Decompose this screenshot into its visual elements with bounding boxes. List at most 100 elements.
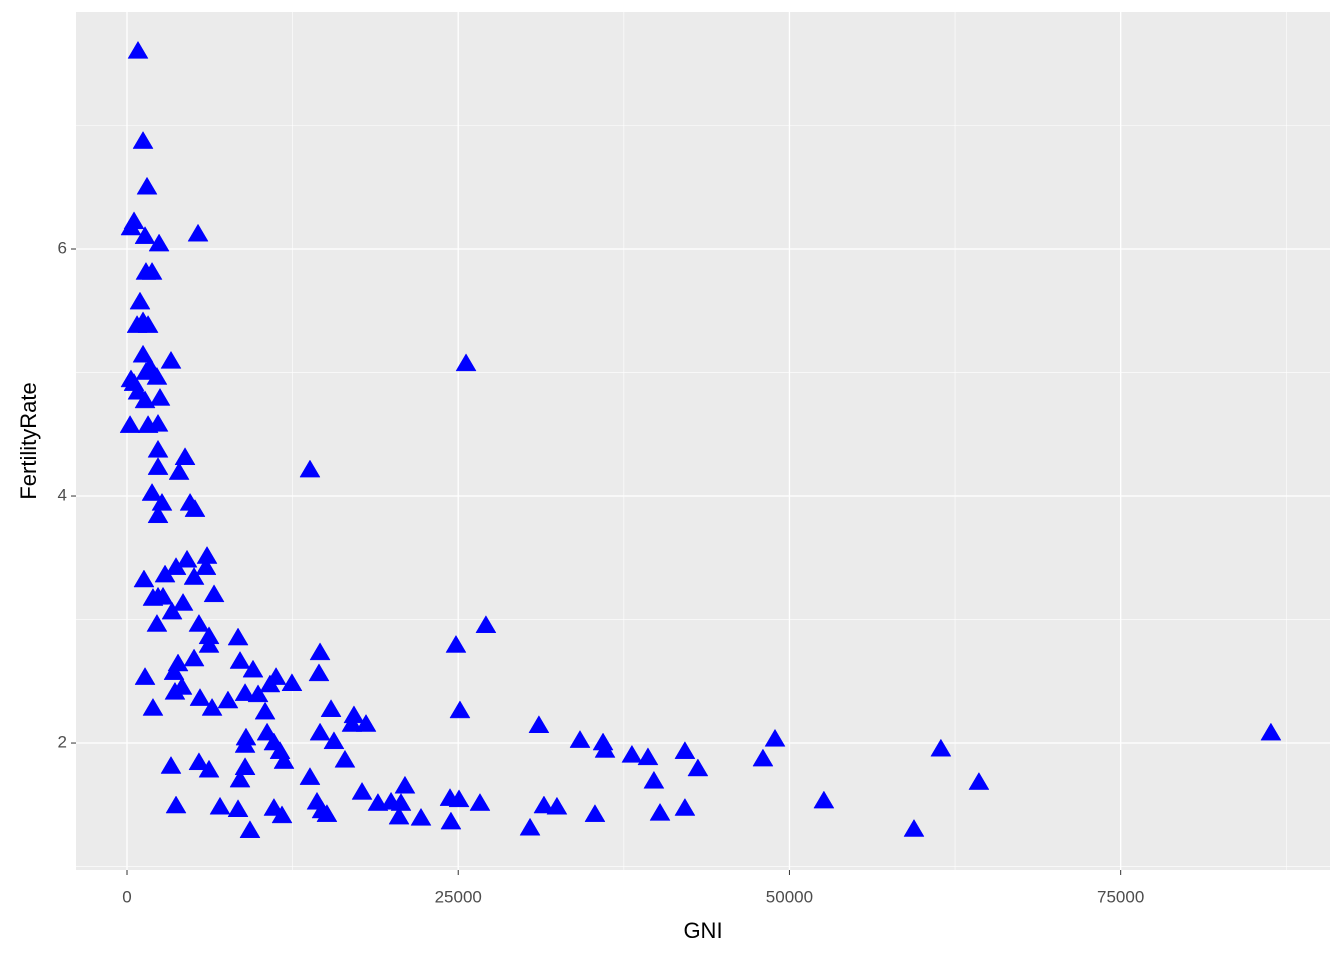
point <box>227 799 249 817</box>
point <box>643 770 665 789</box>
point <box>147 457 169 475</box>
point <box>146 366 168 385</box>
y-tick-label: 4 <box>58 486 67 505</box>
point <box>519 817 541 836</box>
point <box>132 131 154 149</box>
point <box>469 793 491 811</box>
point <box>687 758 709 777</box>
point <box>188 752 210 771</box>
point <box>546 796 568 815</box>
point <box>161 601 183 620</box>
x-axis-title: GNI <box>683 918 722 943</box>
point <box>334 749 356 768</box>
point <box>141 261 163 280</box>
point <box>394 775 416 794</box>
panel <box>76 12 1330 870</box>
point <box>968 772 990 790</box>
point <box>229 651 251 669</box>
point <box>133 569 155 588</box>
point <box>320 699 342 717</box>
point <box>203 584 225 603</box>
point <box>355 714 377 732</box>
point <box>281 673 303 692</box>
point <box>165 557 187 575</box>
point <box>569 730 591 748</box>
point <box>183 567 205 585</box>
point <box>259 674 281 693</box>
point <box>752 748 774 767</box>
point <box>475 615 497 633</box>
point <box>198 634 220 653</box>
point <box>234 683 256 701</box>
point <box>146 613 168 632</box>
point <box>388 806 410 825</box>
point <box>149 387 171 406</box>
point <box>930 738 952 757</box>
point <box>172 592 194 611</box>
x-tick-label: 50000 <box>766 887 813 906</box>
point <box>271 805 293 824</box>
point <box>621 744 643 763</box>
point <box>674 741 696 759</box>
point <box>455 353 477 372</box>
x-tick-label: 25000 <box>435 887 482 906</box>
point <box>183 648 205 667</box>
point <box>448 789 470 808</box>
point <box>227 627 249 646</box>
point <box>637 747 659 766</box>
point <box>154 564 176 583</box>
point <box>445 634 467 653</box>
point <box>813 790 835 809</box>
point <box>410 807 432 826</box>
point <box>127 40 149 59</box>
point <box>187 223 209 242</box>
point <box>134 390 156 409</box>
point <box>126 315 148 333</box>
point <box>136 176 158 195</box>
point <box>148 233 170 252</box>
point <box>239 820 261 838</box>
point <box>674 798 696 816</box>
point <box>174 447 196 465</box>
y-axis-title: FertilityRate <box>16 382 41 499</box>
point <box>351 781 373 800</box>
point <box>209 796 231 815</box>
point <box>229 769 251 788</box>
point <box>135 362 157 380</box>
point <box>323 731 345 750</box>
point <box>168 462 190 480</box>
point <box>165 795 187 814</box>
point <box>449 700 471 719</box>
point <box>254 701 276 720</box>
point <box>176 549 198 568</box>
point <box>584 804 606 822</box>
y-tick-label: 6 <box>58 238 67 257</box>
point <box>316 804 338 822</box>
point <box>198 759 220 778</box>
point <box>163 662 185 680</box>
point <box>234 735 256 753</box>
point <box>247 684 269 703</box>
point <box>309 722 331 741</box>
point <box>903 818 925 837</box>
x-tick-label: 75000 <box>1097 887 1144 906</box>
point <box>299 767 321 785</box>
point <box>299 459 321 478</box>
point <box>649 802 671 821</box>
point <box>147 413 169 432</box>
point <box>217 690 239 709</box>
point <box>152 586 174 605</box>
point <box>160 350 182 369</box>
point <box>184 499 206 517</box>
point <box>189 688 211 706</box>
point <box>195 557 217 575</box>
point <box>134 226 156 244</box>
point <box>764 728 786 747</box>
x-tick-label: 0 <box>122 887 131 906</box>
point <box>147 505 169 524</box>
point <box>1260 722 1282 741</box>
point <box>160 756 182 774</box>
point <box>134 667 156 685</box>
y-tick-label: 2 <box>58 733 67 752</box>
